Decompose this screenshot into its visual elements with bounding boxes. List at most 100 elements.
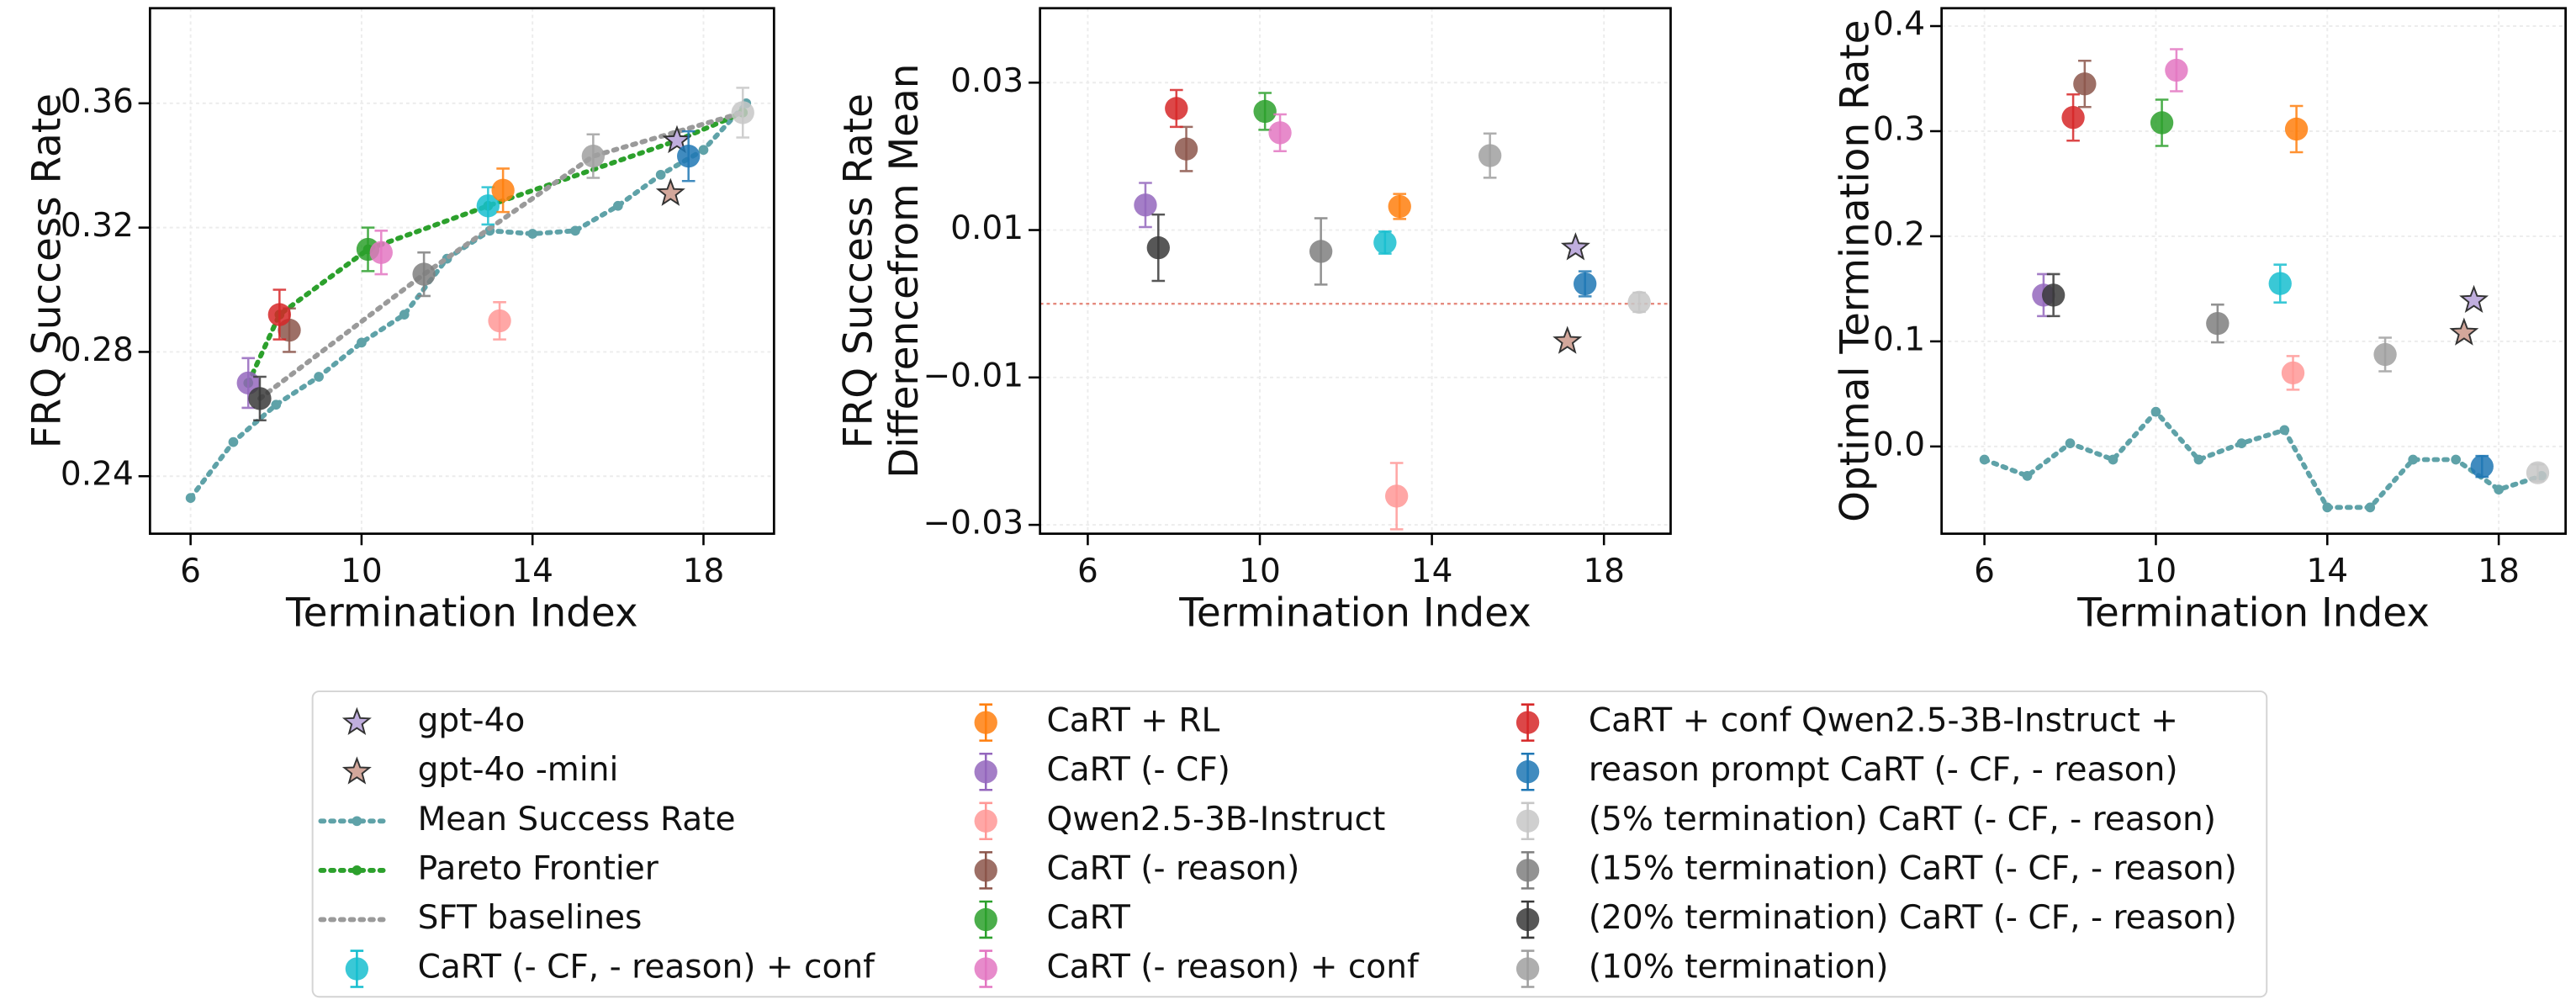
x-axis-label: Termination Index: [285, 591, 638, 637]
line-point: [2065, 438, 2076, 448]
point: [476, 194, 500, 218]
legend-label: CaRT (- reason): [1046, 849, 1299, 887]
legend-label: gpt-4o -mini: [418, 751, 619, 789]
legend-label: CaRT + RL: [1046, 702, 1219, 740]
legend-label: Qwen2.5-3B-Instruct: [1046, 801, 1385, 838]
point: [2150, 111, 2174, 135]
legend-marker: [974, 907, 997, 932]
legend-label: CaRT: [1046, 899, 1129, 937]
line-point: [2494, 484, 2504, 495]
legend-label: (20% termination) CaRT (- CF, - reason): [1589, 899, 2237, 937]
point: [2041, 283, 2066, 307]
legend-marker: [1515, 859, 1540, 882]
point: [488, 309, 511, 333]
point: [2526, 461, 2550, 484]
point: [2284, 117, 2309, 141]
point: [1560, 232, 1590, 261]
y-tick-label: 0.24: [61, 456, 134, 494]
line-point: [185, 493, 196, 503]
line-point: [2365, 502, 2376, 513]
y-tick-label: 0.36: [61, 82, 134, 120]
point: [1384, 484, 1409, 508]
line-point: [271, 399, 282, 410]
y-axis-label: FRQ Success Rate: [836, 93, 881, 448]
y-axis-label: FRQ Success Rate: [25, 93, 71, 448]
point: [1165, 97, 1188, 120]
line: [188, 100, 749, 501]
point: [2073, 72, 2097, 96]
legend-label: (15% termination) CaRT (- CF, - reason): [1589, 849, 2237, 887]
line-point: [2322, 502, 2333, 513]
point: [581, 144, 606, 168]
point: [2373, 342, 2397, 367]
x-tick-label: 10: [1239, 553, 1281, 590]
line-point: [1979, 454, 1990, 465]
point: [248, 387, 272, 410]
x-tick-label: 18: [683, 553, 725, 590]
plot-frame: [1940, 7, 2568, 535]
x-tick-label: 14: [2306, 553, 2348, 590]
line-point: [2150, 406, 2161, 417]
plot-frame: [148, 7, 775, 535]
legend-label: CaRT (- reason) + conf: [1046, 949, 1419, 986]
point: [1373, 230, 1397, 255]
legend-label: Mean Success Rate: [418, 801, 736, 838]
line-point: [314, 372, 324, 382]
point: [2206, 311, 2230, 336]
x-tick-label: 18: [1583, 553, 1625, 590]
y-tick-label: 0.3: [1873, 110, 1925, 148]
legend-marker: [341, 706, 372, 736]
point: [655, 177, 685, 206]
legend-marker: [1515, 760, 1540, 784]
y-tick-label: −0.03: [923, 505, 1024, 542]
legend-label: gpt-4o: [418, 702, 526, 740]
legend-label: Pareto Frontier: [418, 849, 659, 887]
point: [2449, 317, 2479, 346]
point: [2281, 361, 2305, 385]
line-point: [228, 436, 239, 447]
point: [1574, 272, 1597, 296]
line-point: [527, 229, 538, 239]
line: [246, 109, 746, 386]
x-tick-label: 6: [1974, 553, 1995, 590]
point: [1174, 137, 1198, 161]
legend-marker: [352, 816, 362, 827]
legend-label: CaRT (- CF): [1046, 751, 1230, 789]
line-point: [570, 225, 580, 236]
x-axis-label: Termination Index: [1178, 591, 1531, 637]
x-tick-label: 6: [1077, 553, 1098, 590]
point: [412, 262, 436, 286]
legend-marker: [345, 957, 369, 981]
line-point: [2022, 471, 2033, 481]
x-tick-label: 6: [180, 553, 201, 590]
y-tick-label: 0.2: [1873, 215, 1925, 253]
line-point: [655, 169, 666, 180]
y-tick-label: 0.1: [1873, 320, 1925, 358]
point: [1134, 193, 1157, 217]
legend-marker: [974, 809, 997, 833]
legend-marker: [341, 756, 372, 785]
y-tick-label: 0.28: [61, 331, 134, 369]
legend-label: CaRT + conf Qwen2.5-3B-Instruct +: [1589, 702, 2178, 740]
point: [1146, 235, 1170, 260]
line-point: [2408, 454, 2419, 465]
legend-marker: [974, 859, 997, 882]
line-point: [2451, 454, 2462, 465]
line-point: [2279, 425, 2290, 436]
point: [677, 144, 701, 168]
point: [1388, 194, 1411, 219]
legend-marker: [974, 957, 997, 981]
point: [1268, 121, 1292, 145]
legend-marker: [1515, 809, 1540, 833]
legend-marker: [974, 711, 997, 734]
legend-marker: [1515, 711, 1540, 734]
point: [2268, 272, 2292, 295]
x-tick-label: 18: [2478, 553, 2520, 590]
legend-label: CaRT (- CF, - reason) + conf: [418, 949, 876, 986]
y-tick-label: −0.01: [923, 357, 1024, 394]
x-axis-label: Termination Index: [2076, 591, 2430, 637]
y-axis-label: Optimal Termination Rate: [1833, 19, 1879, 521]
point: [1309, 240, 1333, 263]
y-tick-label: 0.4: [1873, 6, 1925, 44]
x-tick-label: 10: [2135, 553, 2177, 590]
